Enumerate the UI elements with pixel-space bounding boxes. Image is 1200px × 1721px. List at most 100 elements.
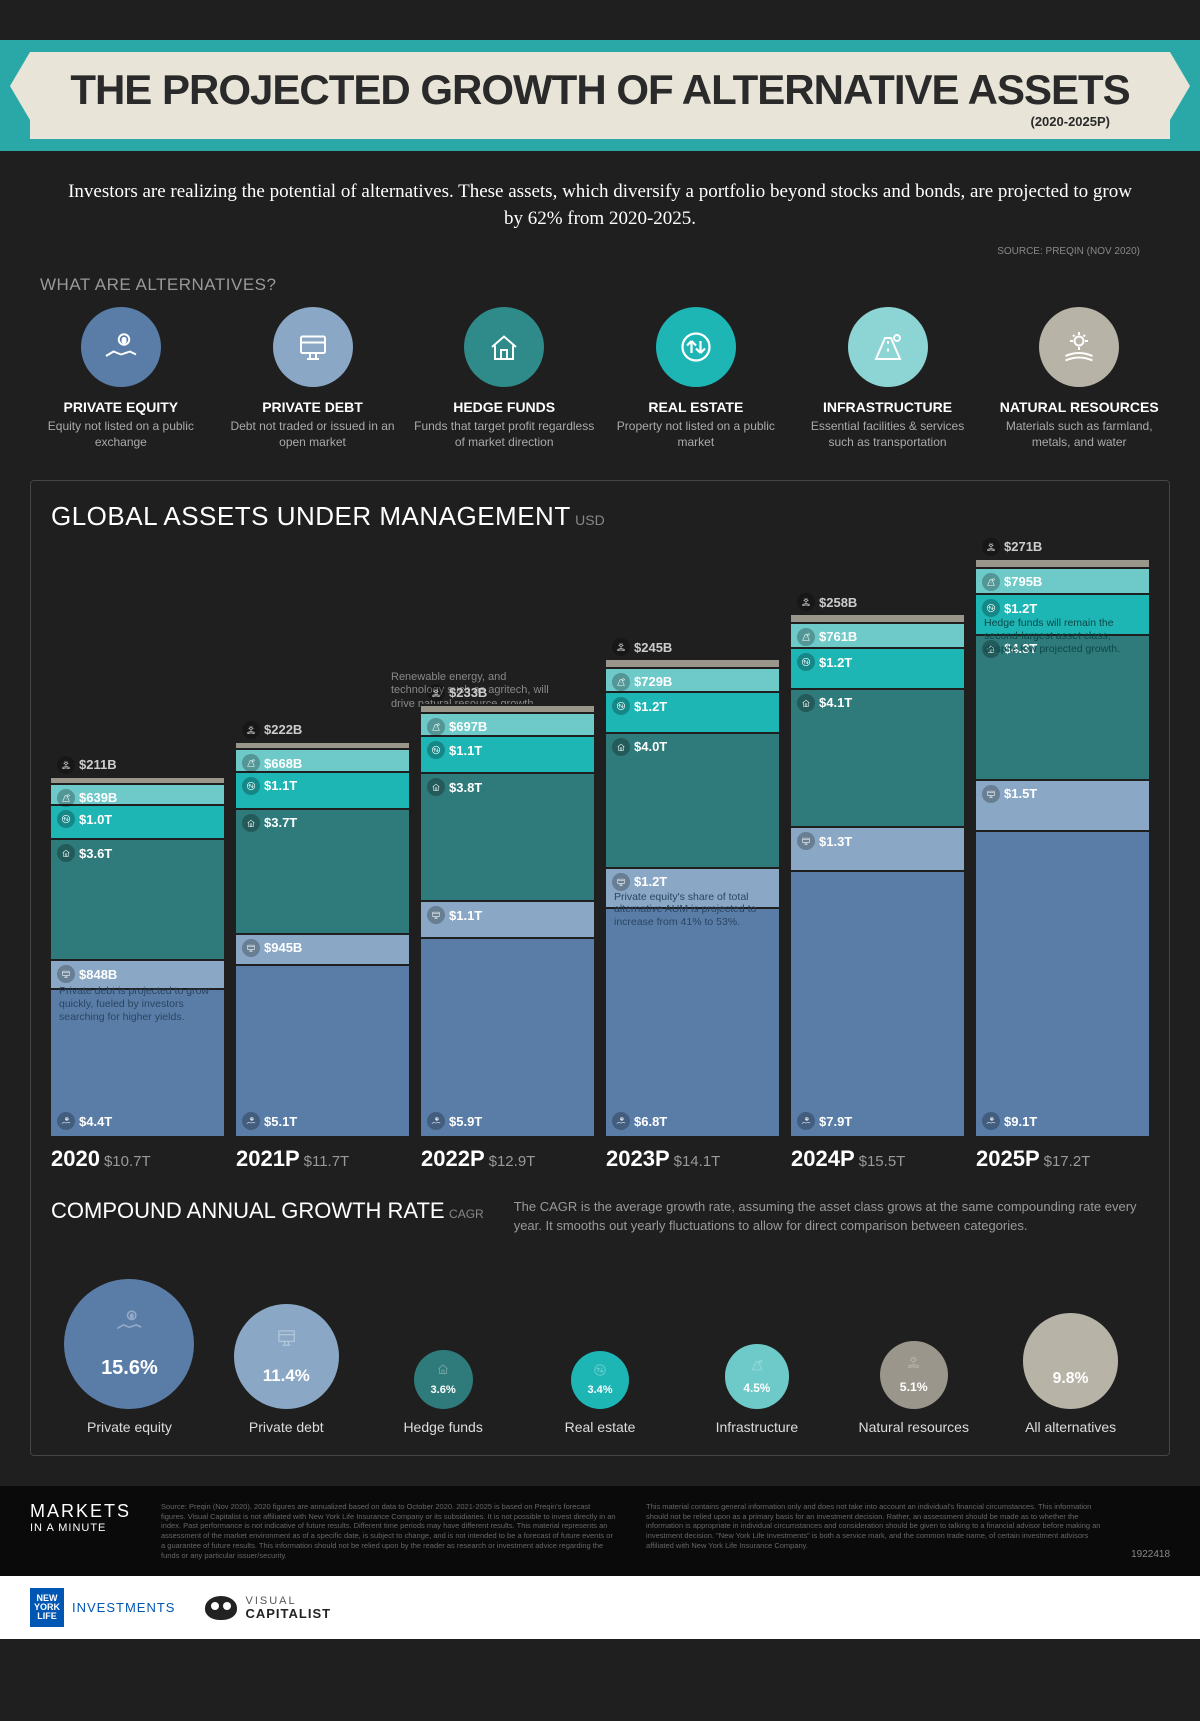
segment-label: $1.3T [797, 832, 852, 850]
segment-label: $3.8T [427, 778, 482, 796]
intro-text: Investors are realizing the potential of… [0, 151, 1200, 240]
segment-icon [57, 810, 75, 828]
cagr-item: 11.4% Private debt [208, 1304, 365, 1435]
bar-stack: $$9.1T$1.5T$4.3T$1.2THedge funds will re… [976, 558, 1149, 1137]
bar-total: $12.9T [489, 1153, 536, 1170]
sponsor-nyl: NEW YORK LIFE INVESTMENTS [30, 1588, 175, 1627]
svg-text:$: $ [251, 1119, 252, 1121]
chart-area: $$4.4T$848BPrivate debt is projected to … [51, 552, 1149, 1172]
alt-desc: Funds that target profit regardless of m… [413, 419, 595, 450]
bar-segment-real_estate: $1.2T [791, 647, 964, 687]
segment-label: $$9.1T [982, 1112, 1037, 1130]
cagr-label: All alternatives [1025, 1419, 1116, 1435]
alt-item: REAL ESTATE Property not listed on a pub… [605, 307, 787, 450]
cagr-icon [906, 1355, 921, 1370]
bar-segment-private_equity: $$5.9T [421, 937, 594, 1136]
cagr-circle: $ 15.6% [64, 1279, 194, 1409]
segment-icon [242, 777, 260, 795]
segment-label: $1.0T [57, 810, 112, 828]
cagr-icon [1060, 1334, 1081, 1355]
intro-source: SOURCE: PREQIN (NOV 2020) [0, 246, 1140, 257]
bar-segment-natural_resources: $245B [606, 658, 779, 666]
alt-name: NATURAL RESOURCES [988, 399, 1170, 415]
bar-segment-real_estate: $1.1T [421, 735, 594, 772]
bar-segment-private_equity: $$6.8T [606, 907, 779, 1136]
cagr-icon [436, 1362, 450, 1376]
segment-icon [57, 756, 75, 774]
alternatives-label: WHAT ARE ALTERNATIVES? [40, 275, 1200, 295]
alt-name: HEDGE FUNDS [413, 399, 595, 415]
segment-label: $4.1T [797, 694, 852, 712]
bar-segment-natural_resources: $271B [976, 558, 1149, 567]
segment-icon [242, 939, 260, 957]
segment-icon [57, 789, 75, 807]
alt-icon-circle [848, 307, 928, 387]
header-subtitle: (2020-2025P) [60, 114, 1110, 129]
segment-label: $271B [982, 538, 1042, 556]
footer-text-1: Source: Preqin (Nov 2020). 2020 figures … [161, 1502, 616, 1561]
segment-label: $1.1T [242, 777, 297, 795]
alt-item: HEDGE FUNDS Funds that target profit reg… [413, 307, 595, 450]
bar-year: 2021P [236, 1146, 300, 1171]
chart-title: GLOBAL ASSETS UNDER MANAGEMENT [51, 501, 571, 531]
cagr-label: Hedge funds [403, 1419, 482, 1435]
vc-logo-icon [205, 1596, 237, 1620]
bar-segment-infrastructure: $761B [791, 622, 964, 648]
segment-icon [612, 873, 630, 891]
bar-column: $$7.9T$1.3T$4.1T$1.2T$761B$258B2024P$15.… [791, 552, 964, 1172]
bar-footer: 2025P$17.2T [976, 1146, 1149, 1172]
bar-segment-natural_resources: $222B [236, 741, 409, 748]
segment-icon [57, 844, 75, 862]
segment-icon [242, 721, 260, 739]
alt-icon-circle [1039, 307, 1119, 387]
segment-label: $3.6T [57, 844, 112, 862]
cagr-grid: $ 15.6% Private equity 11.4% Private deb… [51, 1255, 1149, 1435]
header-banner: THE PROJECTED GROWTH OF ALTERNATIVE ASSE… [0, 40, 1200, 151]
cagr-item: 3.4% Real estate [522, 1351, 679, 1435]
cagr-header: COMPOUND ANNUAL GROWTH RATE CAGR The CAG… [51, 1198, 1149, 1234]
segment-label: $$7.9T [797, 1112, 852, 1130]
sponsor-vc: VISUAL CAPITALIST [205, 1596, 331, 1620]
segment-icon [797, 694, 815, 712]
cagr-value: 3.6% [430, 1384, 455, 1396]
cagr-value: 5.1% [900, 1380, 928, 1394]
segment-label: $761B [797, 628, 857, 646]
segment-icon [797, 832, 815, 850]
cagr-value: 4.5% [743, 1381, 770, 1395]
footer-logo-main: MARKETS [30, 1502, 131, 1522]
segment-label: $1.2T [612, 697, 667, 715]
segment-label: $1.2T [982, 599, 1037, 617]
alt-item: PRIVATE DEBT Debt not traded or issued i… [222, 307, 404, 450]
bar-segment-infrastructure: $639B [51, 783, 224, 805]
alt-item: INFRASTRUCTURE Essential facilities & se… [797, 307, 979, 450]
cagr-icon [593, 1363, 607, 1377]
bar-footer: 2021P$11.7T [236, 1146, 409, 1172]
bar-segment-hedge_funds: $4.1T [791, 688, 964, 826]
cagr-value: 11.4% [263, 1366, 310, 1386]
bar-stack: $$5.9T$1.1T$3.8T$1.1T$697B$233B [421, 704, 594, 1137]
segment-icon: $ [797, 1112, 815, 1130]
footer-id: 1922418 [1131, 1549, 1170, 1560]
alt-name: PRIVATE DEBT [222, 399, 404, 415]
segment-icon [797, 628, 815, 646]
bar-stack: $$5.1T$945B$3.7T$1.1T$668B$222B [236, 741, 409, 1137]
svg-text:$: $ [66, 1119, 67, 1121]
segment-label: $668B [242, 754, 302, 772]
cagr-icon: $ [115, 1307, 144, 1336]
segment-icon [797, 653, 815, 671]
svg-text:$: $ [130, 1313, 133, 1319]
bar-segment-private_debt: $945B [236, 933, 409, 965]
segment-icon [427, 741, 445, 759]
segment-icon [797, 593, 815, 611]
footer: MARKETS IN A MINUTE Source: Preqin (Nov … [0, 1486, 1200, 1577]
bar-segment-hedge_funds: $3.7T [236, 808, 409, 933]
bar-year: 2023P [606, 1146, 670, 1171]
alt-item: $ PRIVATE EQUITY Equity not listed on a … [30, 307, 212, 450]
bar-column: Renewable energy, and technology such as… [421, 552, 594, 1172]
segment-label: $245B [612, 638, 672, 656]
bar-total: $10.7T [104, 1153, 151, 1170]
cagr-circle: 9.8% [1023, 1313, 1119, 1409]
bar-segment-private_equity: $$9.1T [976, 830, 1149, 1137]
alt-desc: Essential facilities & services such as … [797, 419, 979, 450]
segment-label: $4.0T [612, 738, 667, 756]
